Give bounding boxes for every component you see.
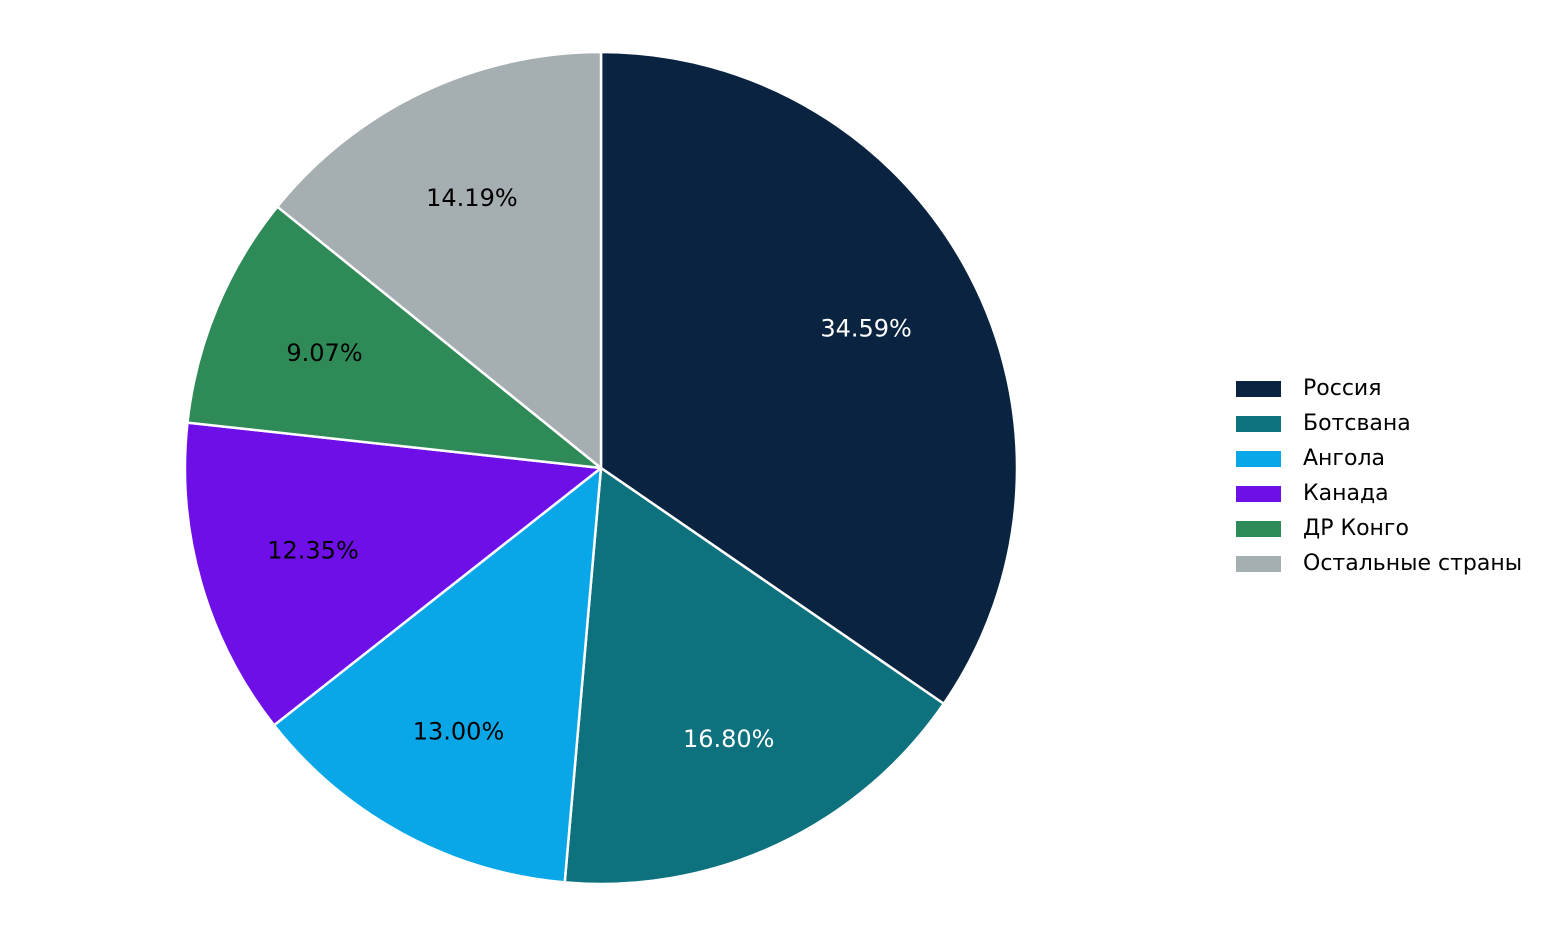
- pie-slice-label: 12.35%: [267, 536, 359, 564]
- pie-slice: [563, 466, 945, 886]
- legend-label: Канада: [1303, 480, 1389, 506]
- legend-item: Россия: [1236, 371, 1522, 406]
- legend: Россия Ботсвана Ангола Канада ДР Конго О…: [1236, 371, 1522, 581]
- legend-label: ДР Конго: [1303, 515, 1409, 541]
- pie-slice: [183, 421, 603, 727]
- legend-item: Остальные страны: [1236, 546, 1522, 581]
- pie-slice: [186, 205, 603, 470]
- pie-slice: [272, 466, 603, 884]
- legend-label: Ботсвана: [1303, 410, 1411, 436]
- legend-item: Канада: [1236, 476, 1522, 511]
- pie-slice-label: 9.07%: [286, 339, 362, 367]
- legend-swatch-icon: [1236, 555, 1281, 572]
- legend-swatch-icon: [1236, 485, 1281, 502]
- legend-item: ДР Конго: [1236, 511, 1522, 546]
- legend-swatch-icon: [1236, 380, 1281, 397]
- pie-slice-label: 16.80%: [683, 725, 775, 753]
- pie-slice: [276, 50, 603, 470]
- legend-label: Россия: [1303, 375, 1382, 401]
- legend-label: Остальные страны: [1303, 550, 1523, 576]
- pie-slice-label: 34.59%: [820, 315, 912, 343]
- legend-swatch-icon: [1236, 415, 1281, 432]
- legend-label: Ангола: [1303, 445, 1385, 471]
- pie-slice: [599, 50, 1019, 706]
- legend-swatch-icon: [1236, 450, 1281, 467]
- pie-slice-label: 14.19%: [426, 184, 518, 212]
- pie-slice-label: 13.00%: [413, 718, 505, 746]
- legend-swatch-icon: [1236, 520, 1281, 537]
- legend-item: Ботсвана: [1236, 406, 1522, 441]
- legend-item: Ангола: [1236, 441, 1522, 476]
